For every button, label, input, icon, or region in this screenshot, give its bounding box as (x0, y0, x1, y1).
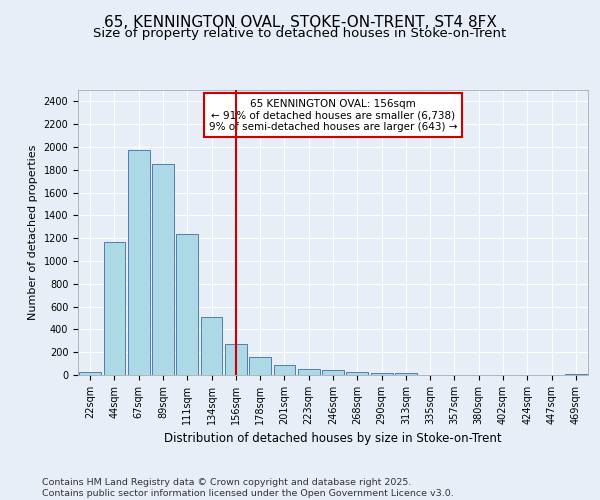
Bar (225, 344, 247, 375)
Bar (322, 370, 344, 375)
Bar (200, 317, 223, 375)
Bar (128, 150, 149, 375)
Bar (371, 372, 392, 375)
Bar (79, 372, 101, 375)
Text: Size of property relative to detached houses in Stoke-on-Trent: Size of property relative to detached ho… (94, 28, 506, 40)
Text: 65, KENNINGTON OVAL, STOKE-ON-TRENT, ST4 8FX: 65, KENNINGTON OVAL, STOKE-ON-TRENT, ST4… (104, 15, 496, 30)
Bar (176, 234, 198, 375)
Bar (346, 372, 368, 375)
Y-axis label: Number of detached properties: Number of detached properties (28, 145, 38, 320)
Bar (395, 374, 417, 375)
Text: Contains HM Land Registry data © Crown copyright and database right 2025.
Contai: Contains HM Land Registry data © Crown c… (42, 478, 454, 498)
X-axis label: Distribution of detached houses by size in Stoke-on-Trent: Distribution of detached houses by size … (164, 432, 502, 446)
Bar (104, 242, 125, 375)
Bar (274, 364, 295, 375)
Bar (298, 370, 320, 375)
Bar (152, 164, 174, 375)
Text: 65 KENNINGTON OVAL: 156sqm
← 91% of detached houses are smaller (6,738)
9% of se: 65 KENNINGTON OVAL: 156sqm ← 91% of deta… (209, 98, 457, 132)
Bar (249, 358, 271, 375)
Bar (565, 374, 587, 375)
